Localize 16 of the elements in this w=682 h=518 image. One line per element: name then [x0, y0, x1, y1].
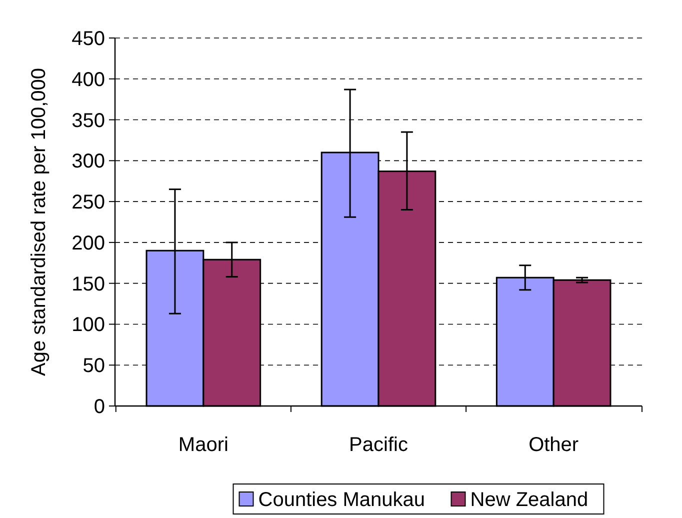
y-tick-label: 450 — [72, 28, 105, 50]
y-axis-title: Age standardised rate per 100,000 — [28, 68, 50, 376]
y-tick-label: 300 — [72, 150, 105, 173]
y-tick-label: 200 — [72, 232, 105, 254]
x-tick-label: Pacific — [349, 434, 408, 456]
x-tick-label: Maori — [178, 434, 228, 456]
y-tick-label: 0 — [94, 396, 105, 418]
y-tick-label: 350 — [72, 110, 105, 132]
y-tick-label: 150 — [72, 273, 105, 296]
x-tick-label: Other — [528, 434, 579, 456]
y-tick-label: 50 — [82, 355, 105, 378]
legend-label: Counties Manukau — [258, 489, 426, 511]
legend-label: New Zealand — [470, 489, 588, 511]
y-tick-label: 400 — [72, 68, 105, 91]
y-tick-label: 100 — [72, 314, 105, 336]
y-tick-label: 250 — [72, 192, 105, 214]
